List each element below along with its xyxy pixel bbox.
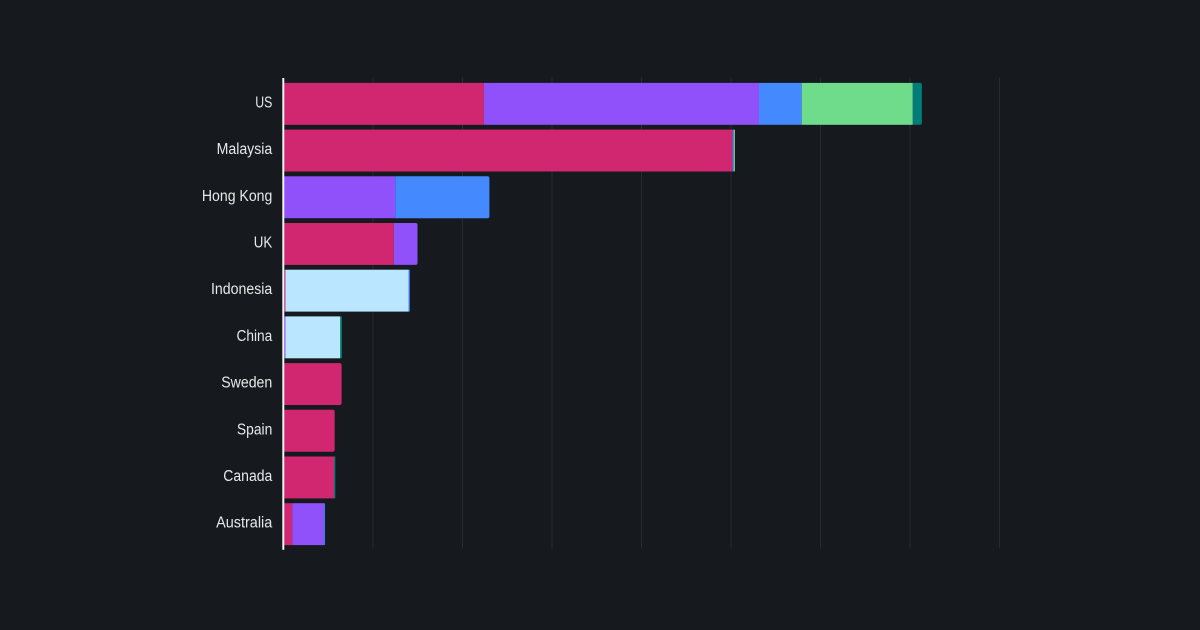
- svg-text:Hong Kong: Hong Kong: [202, 188, 272, 205]
- svg-text:Indonesia: Indonesia: [211, 281, 273, 298]
- svg-text:China: China: [237, 328, 273, 345]
- svg-text:Canada: Canada: [223, 468, 272, 485]
- svg-text:Spain: Spain: [237, 421, 272, 438]
- svg-text:US: US: [255, 94, 272, 111]
- svg-text:UK: UK: [254, 234, 273, 251]
- svg-text:Sweden: Sweden: [221, 375, 272, 392]
- svg-text:Malaysia: Malaysia: [217, 141, 273, 158]
- svg-text:Australia: Australia: [216, 515, 273, 532]
